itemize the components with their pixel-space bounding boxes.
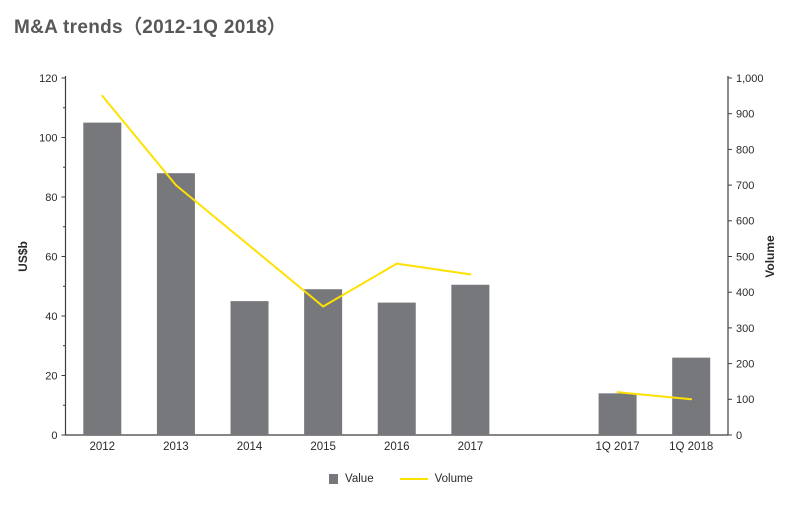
y-axis-left-tick-label: 80 — [45, 192, 57, 204]
y-axis-right-tick-label: 200 — [736, 358, 754, 370]
y-axis-left-tick-label: 120 — [39, 73, 57, 85]
legend-value-label: Value — [345, 473, 374, 485]
value-bar-2016 — [377, 302, 416, 435]
value-bar-2014 — [230, 301, 269, 435]
value-bar-2013 — [156, 173, 195, 435]
y-axis-right-tick-label: 900 — [736, 109, 754, 121]
y-axis-right-tick-label: 400 — [736, 287, 754, 299]
y-axis-left-tick-label: 20 — [45, 370, 57, 382]
x-axis-category-label: 1Q 2017 — [596, 441, 640, 453]
x-axis-category-label: 1Q 2018 — [669, 441, 713, 453]
chart-legend: Value Volume — [0, 470, 802, 488]
x-axis-category-label: 2017 — [458, 441, 484, 453]
x-axis-category-label: 2013 — [163, 441, 189, 453]
y-axis-right-tick-label: 1,000 — [736, 73, 764, 85]
value-bar-1q-2017 — [598, 393, 637, 435]
value-bar-1q-2018 — [672, 357, 711, 435]
y-axis-right-tick-label: 800 — [736, 144, 754, 156]
y-axis-right-tick-label: 300 — [736, 323, 754, 335]
right-axis-title: Volume — [763, 235, 777, 278]
y-axis-right-tick-label: 100 — [736, 394, 754, 406]
y-axis-left-tick-label: 0 — [51, 430, 57, 442]
left-axis-title: US$b — [16, 241, 30, 272]
y-axis-left-tick-label: 100 — [39, 132, 57, 144]
legend-item-volume: Volume — [399, 473, 473, 485]
value-bar-2012 — [83, 122, 122, 435]
x-axis-category-label: 2015 — [310, 441, 336, 453]
x-axis-category-label: 2014 — [237, 441, 263, 453]
y-axis-right-tick-label: 600 — [736, 216, 754, 228]
value-bar-swatch-icon — [329, 474, 339, 484]
volume-line-segment — [616, 391, 693, 401]
chart-title: M&A trends（2012-1Q 2018） — [14, 17, 287, 38]
y-axis-left-tick-label: 60 — [45, 251, 57, 263]
x-axis-category-label: 2016 — [384, 441, 410, 453]
value-bar-2015 — [304, 289, 343, 435]
y-axis-right-tick-label: 0 — [736, 430, 742, 442]
volume-line-swatch-icon — [399, 478, 428, 480]
legend-item-value: Value — [329, 473, 374, 485]
legend-volume-label: Volume — [434, 473, 473, 485]
volume-line-segment — [101, 94, 472, 308]
value-bar-2017 — [451, 284, 490, 435]
y-axis-left-tick-label: 40 — [45, 311, 57, 323]
y-axis-right-tick-label: 500 — [736, 251, 754, 263]
y-axis-right-tick-label: 700 — [736, 180, 754, 192]
x-axis-category-label: 2012 — [90, 441, 116, 453]
